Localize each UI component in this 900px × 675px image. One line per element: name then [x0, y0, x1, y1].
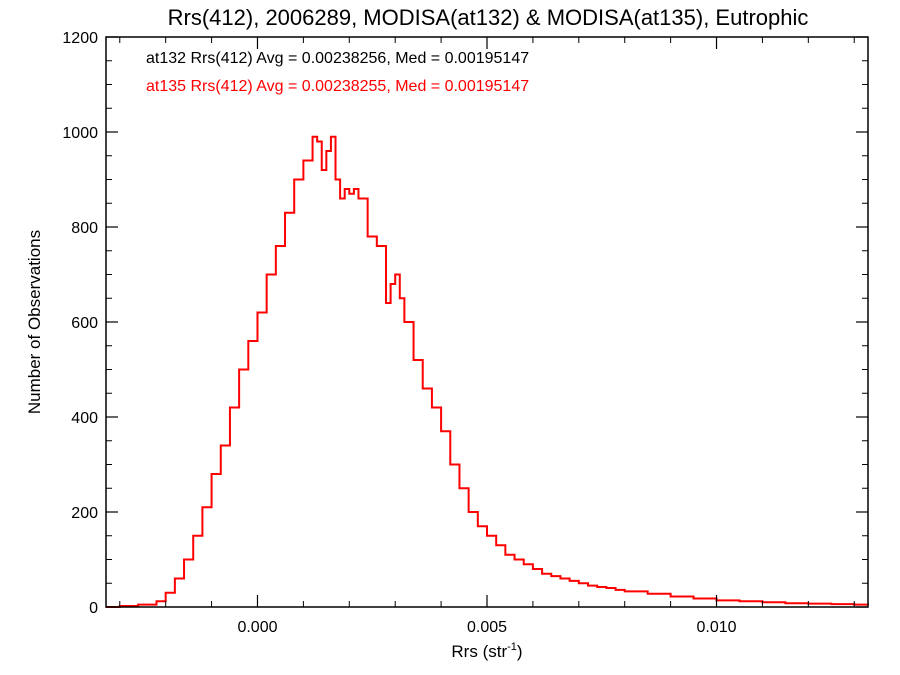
- x-tick-label: 0.010: [696, 619, 736, 636]
- y-tick-label: 1200: [62, 30, 98, 47]
- x-tick-label: 0.005: [467, 619, 507, 636]
- y-tick-label: 600: [71, 315, 98, 332]
- y-tick-label: 800: [71, 220, 98, 237]
- series-layer: [106, 135, 869, 608]
- x-tick-label: 0.000: [237, 619, 277, 636]
- y-tick-label: 200: [71, 505, 98, 522]
- chart-title: Rrs(412), 2006289, MODISA(at132) & MODIS…: [168, 5, 809, 30]
- x-axis-label: Rrs (str-1): [451, 641, 522, 661]
- x-axis-label-close: ): [517, 642, 523, 661]
- y-tick-label: 400: [71, 410, 98, 427]
- y-tick-label: 0: [89, 600, 98, 617]
- series-line-0: [106, 135, 869, 608]
- plot-frame: [105, 36, 869, 608]
- y-axis-label: Number of Observations: [25, 230, 44, 414]
- x-axis-label-main: Rrs (str: [451, 642, 507, 661]
- annotation-at135: at135 Rrs(412) Avg = 0.00238255, Med = 0…: [146, 78, 529, 95]
- annotation-at132: at132 Rrs(412) Avg = 0.00238256, Med = 0…: [146, 50, 529, 67]
- x-axis-label-superscript: -1: [507, 641, 517, 653]
- y-tick-label: 1000: [62, 125, 98, 142]
- ticks-layer: 0 200 400 600 800 1000 1200 0.000 0.005 0.010: [62, 30, 868, 636]
